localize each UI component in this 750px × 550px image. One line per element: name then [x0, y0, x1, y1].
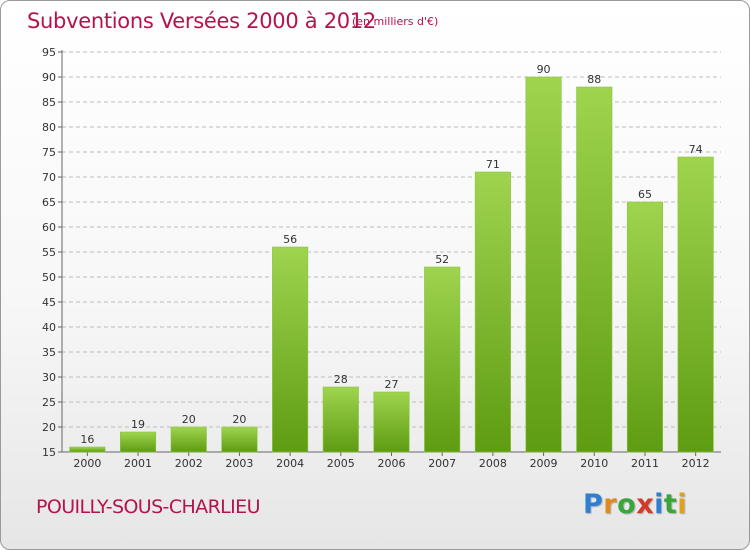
bar-2000: [69, 446, 106, 453]
data-labels: 16 19 20 20 56 28 27 52 71 90 88 65 74: [80, 63, 702, 446]
y-tick-label-65: 65: [42, 196, 56, 209]
bar-2006: [373, 391, 410, 453]
data-label-2010: 88: [587, 73, 601, 86]
x-tick-label-2007: 2007: [428, 457, 456, 470]
data-label-2007: 52: [435, 253, 449, 266]
bars: [69, 76, 714, 453]
bar-2010: [576, 86, 613, 453]
x-tick-label-2000: 2000: [73, 457, 101, 470]
data-label-2001: 19: [131, 418, 145, 431]
bar-2001: [119, 431, 157, 453]
commune-name: POUILLY-SOUS-CHARLIEU: [36, 496, 260, 518]
y-tick-label-70: 70: [42, 171, 56, 184]
x-tick-label-2006: 2006: [378, 457, 406, 470]
y-tick-label-45: 45: [42, 296, 56, 309]
y-tick-label-20: 20: [42, 421, 56, 434]
x-tick-label-2008: 2008: [479, 457, 507, 470]
y-tick-label-75: 75: [42, 146, 56, 159]
x-tick-label-2002: 2002: [175, 457, 203, 470]
data-label-2004: 56: [283, 233, 297, 246]
y-tick-labels: 15 20 25 30 35 40 45 50 55 60 65 70 75 80 85 90 95: [42, 46, 56, 459]
y-tick-label-95: 95: [42, 46, 56, 59]
x-tick-label-2010: 2010: [580, 457, 608, 470]
chart-title: Subventions Versées 2000 à 2012: [27, 9, 376, 33]
x-tick-label-2012: 2012: [682, 457, 710, 470]
data-label-2011: 65: [638, 188, 652, 201]
y-tick-label-50: 50: [42, 271, 56, 284]
y-tick-label-60: 60: [42, 221, 56, 234]
bar-2004: [272, 246, 309, 453]
bar-2002: [170, 426, 207, 453]
y-tick-label-35: 35: [42, 346, 56, 359]
bar-2012: [677, 156, 714, 453]
bar-2011: [626, 201, 664, 453]
y-tick-label-30: 30: [42, 371, 56, 384]
bar-2009: [525, 76, 562, 453]
x-tick-label-2005: 2005: [327, 457, 355, 470]
proxiti-logo[interactable]: Proxiti: [583, 489, 688, 520]
y-tick-label-55: 55: [42, 246, 56, 259]
y-tick-label-85: 85: [42, 96, 56, 109]
x-tick-labels: 2000 2001 2002 2003 2004 2005 2006 2007 2008 2009…: [73, 457, 709, 470]
bar-2007: [424, 266, 461, 453]
y-tick-label-90: 90: [42, 71, 56, 84]
x-tick-label-2011: 2011: [631, 457, 659, 470]
bar-2003: [221, 426, 258, 453]
bar-2005: [322, 386, 359, 453]
chart-unit: (en milliers d'€): [352, 15, 439, 28]
x-tick-label-2001: 2001: [124, 457, 152, 470]
data-label-2009: 90: [537, 63, 551, 76]
y-tick-label-80: 80: [42, 121, 56, 134]
data-label-2003: 20: [232, 413, 246, 426]
data-label-2008: 71: [486, 158, 500, 171]
data-label-2002: 20: [182, 413, 196, 426]
x-tick-label-2009: 2009: [530, 457, 558, 470]
x-tick-label-2004: 2004: [276, 457, 304, 470]
y-tick-label-25: 25: [42, 396, 56, 409]
data-label-2005: 28: [334, 373, 348, 386]
y-tick-label-40: 40: [42, 321, 56, 334]
data-label-2006: 27: [385, 378, 399, 391]
bar-2008: [474, 171, 511, 453]
x-tick-label-2003: 2003: [225, 457, 253, 470]
data-label-2012: 74: [689, 143, 703, 156]
y-tick-label-15: 15: [42, 446, 56, 459]
grid-lines: [62, 51, 721, 428]
data-label-2000: 16: [80, 433, 94, 446]
